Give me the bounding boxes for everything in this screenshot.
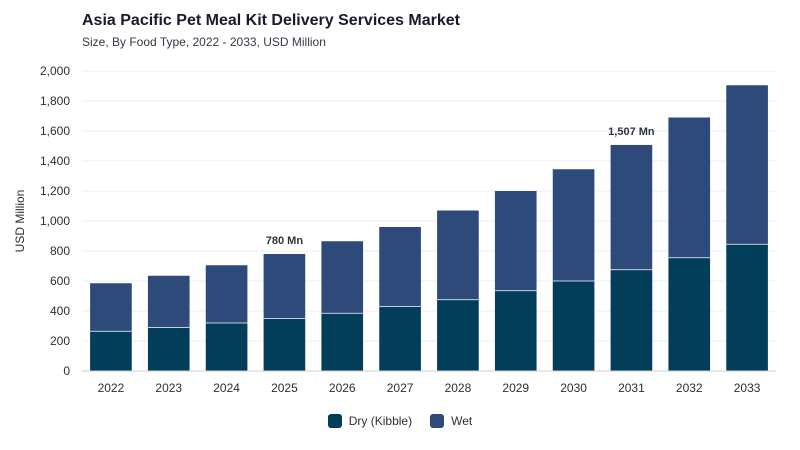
bars [90,85,768,371]
legend: Dry (Kibble) Wet [0,414,800,428]
bar-wet-2032 [668,117,711,258]
bar-wet-2033 [726,85,768,245]
bar-dry-2029 [494,290,537,371]
bar-wet-2025 [263,254,306,319]
bar-dry-2023 [147,327,190,371]
bar-dry-2027 [379,306,421,371]
x-tick-label: 2033 [734,381,761,395]
y-tick-label: 1,000 [40,214,70,228]
bar-wet-2024 [205,265,248,323]
y-tick-label: 1,600 [40,124,70,138]
legend-item-wet: Wet [430,414,472,428]
annotations: 780 Mn 1,507 Mn [266,126,655,247]
bar-dry-2025 [263,318,306,371]
x-tick-label: 2026 [329,381,356,395]
chart-subtitle: Size, By Food Type, 2022 - 2033, USD Mil… [82,35,326,49]
bar-dry-2022 [90,331,132,371]
gridlines [82,70,776,342]
data-label-2031: 1,507 Mn [608,126,655,138]
x-tick-label: 2023 [155,381,182,395]
bar-dry-2032 [668,257,711,371]
x-tick-label: 2030 [560,381,587,395]
x-tick-label: 2024 [213,381,240,395]
y-tick-label: 400 [50,304,70,318]
y-axis-ticks: 0 200 400 600 800 1,000 1,200 1,400 1,600 1,800 2,… [40,64,70,378]
bar-wet-2022 [90,283,132,332]
x-axis-ticks: 2022 2023 2024 2025 2026 2027 2028 2029 2030 2031… [98,381,761,395]
bar-wet-2026 [321,241,364,314]
bar-dry-2033 [726,244,768,371]
legend-item-dry: Dry (Kibble) [327,414,413,428]
bar-dry-2030 [552,281,595,371]
y-tick-label: 1,200 [40,184,70,198]
bar-wet-2029 [494,191,537,291]
legend-swatch-wet [430,414,445,428]
y-tick-label: 600 [50,274,70,288]
bar-dry-2028 [437,299,479,371]
x-tick-label: 2025 [271,381,298,395]
x-tick-label: 2027 [387,381,414,395]
y-tick-label: 800 [50,244,70,258]
x-tick-label: 2031 [618,381,645,395]
chart-title: Asia Pacific Pet Meal Kit Delivery Servi… [82,12,460,29]
bar-dry-2026 [321,313,364,371]
bar-dry-2031 [610,269,653,371]
y-tick-label: 1,800 [40,94,70,108]
x-tick-label: 2022 [98,381,125,395]
bar-wet-2030 [552,169,595,281]
y-tick-label: 200 [50,334,70,348]
y-axis-label: USD Million [13,190,27,253]
bar-wet-2028 [437,210,479,300]
legend-label-dry: Dry (Kibble) [348,414,413,428]
y-tick-label: 2,000 [40,64,70,78]
x-tick-label: 2032 [676,381,703,395]
legend-swatch-dry [327,414,342,428]
data-label-2025: 780 Mn [266,235,304,247]
bar-dry-2024 [205,323,248,371]
x-tick-label: 2028 [445,381,472,395]
y-tick-label: 1,400 [40,154,70,168]
bar-wet-2031 [610,144,653,270]
x-tick-label: 2029 [502,381,529,395]
y-tick-label: 0 [63,364,70,378]
legend-label-wet: Wet [451,414,473,428]
bar-wet-2027 [379,227,421,307]
bar-wet-2023 [147,275,190,328]
